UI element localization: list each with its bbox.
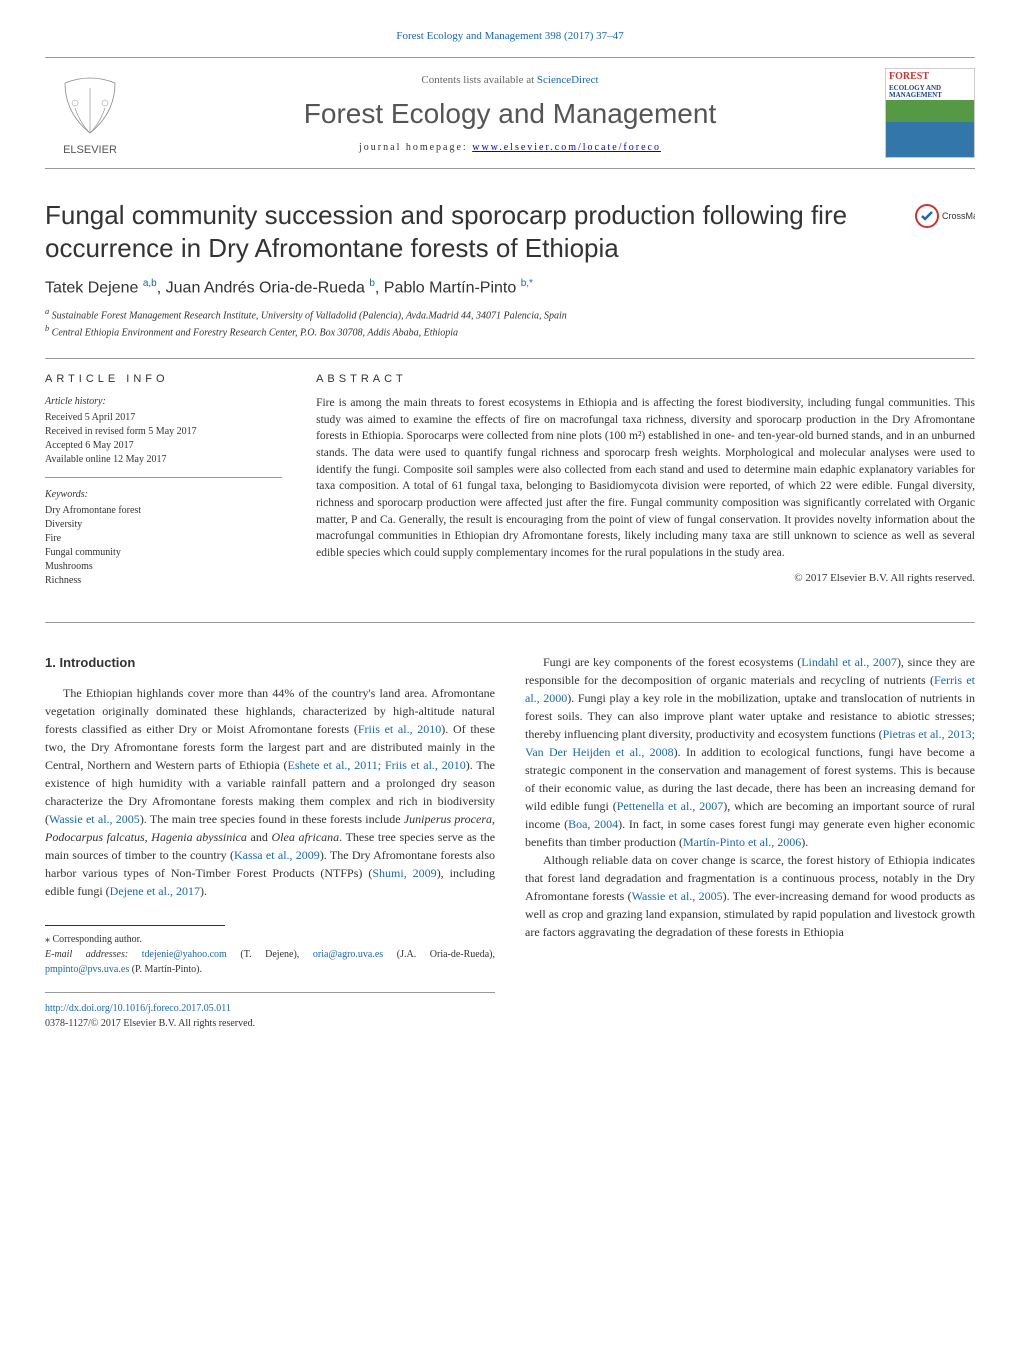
abstract-text: Fire is among the main threats to forest…	[316, 395, 975, 562]
right-column: Fungi are key components of the forest e…	[525, 653, 975, 1032]
keywords: Keywords: Dry Afromontane forest Diversi…	[45, 488, 282, 598]
intro-p2: Fungi are key components of the forest e…	[525, 653, 975, 851]
affiliation-a: a Sustainable Forest Management Research…	[45, 307, 975, 321]
intro-p3: Although reliable data on cover change i…	[525, 851, 975, 941]
section-title: 1. Introduction	[45, 653, 495, 673]
corresponding-author: ⁎ Corresponding author.	[45, 932, 495, 947]
article-history: Article history: Received 5 April 2017 R…	[45, 395, 282, 478]
email-link-1[interactable]: tdejenie@yahoo.com	[142, 949, 227, 960]
homepage-link[interactable]: www.elsevier.com/locate/foreco	[472, 142, 661, 153]
article-info-heading: ARTICLE INFO	[45, 373, 282, 385]
intro-p1: The Ethiopian highlands cover more than …	[45, 684, 495, 900]
affiliation-b: b Central Ethiopia Environment and Fores…	[45, 324, 975, 338]
journal-homepage: journal homepage: www.elsevier.com/locat…	[135, 142, 885, 153]
masthead: ELSEVIER Contents lists available at Sci…	[45, 57, 975, 169]
abstract-heading: ABSTRACT	[316, 373, 975, 385]
footer: ⁎ Corresponding author. E-mail addresses…	[45, 925, 495, 1031]
citation-header: Forest Ecology and Management 398 (2017)…	[45, 30, 975, 42]
affiliations: a Sustainable Forest Management Research…	[45, 307, 975, 338]
journal-cover: FOREST ECOLOGY AND MANAGEMENT	[885, 68, 975, 158]
left-column: 1. Introduction The Ethiopian highlands …	[45, 653, 495, 1032]
masthead-center: Contents lists available at ScienceDirec…	[135, 74, 885, 153]
journal-name: Forest Ecology and Management	[135, 98, 885, 130]
contents-line: Contents lists available at ScienceDirec…	[135, 74, 885, 86]
article-info: ARTICLE INFO Article history: Received 5…	[45, 359, 296, 622]
crossmark-badge[interactable]: CrossMark	[915, 204, 975, 228]
issn: 0378-1127/© 2017 Elsevier B.V. All right…	[45, 1018, 255, 1029]
email-link-2[interactable]: oria@agro.uva.es	[313, 949, 383, 960]
email-link-3[interactable]: pmpinto@pvs.uva.es	[45, 964, 129, 975]
sciencedirect-link[interactable]: ScienceDirect	[537, 74, 599, 86]
elsevier-logo: ELSEVIER	[45, 68, 135, 158]
info-abstract-block: ARTICLE INFO Article history: Received 5…	[45, 358, 975, 623]
author-list: Tatek Dejene a,b, Juan Andrés Oria-de-Ru…	[45, 278, 975, 297]
abstract: ABSTRACT Fire is among the main threats …	[296, 359, 975, 622]
article-title: Fungal community succession and sporocar…	[45, 199, 975, 264]
doi-link[interactable]: http://dx.doi.org/10.1016/j.foreco.2017.…	[45, 1003, 231, 1014]
copyright: © 2017 Elsevier B.V. All rights reserved…	[316, 572, 975, 584]
email-addresses: E-mail addresses: tdejenie@yahoo.com (T.…	[45, 947, 495, 977]
svg-text:ELSEVIER: ELSEVIER	[63, 144, 117, 156]
body-columns: 1. Introduction The Ethiopian highlands …	[45, 653, 975, 1032]
svg-text:CrossMark: CrossMark	[942, 211, 975, 221]
